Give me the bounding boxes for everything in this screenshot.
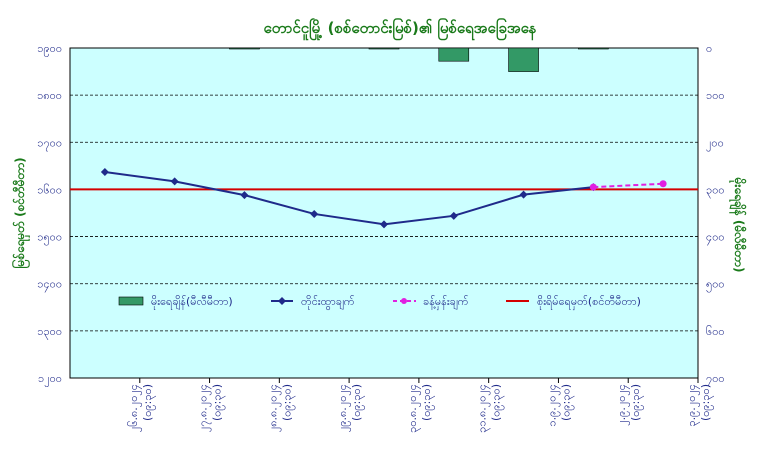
right-tick-label: ၂၀၀ [706,136,724,151]
measured-point [170,177,179,186]
x-tick-time: (၀၉:၃၀) [141,384,156,421]
left-tick-label: ၁၆၀၀ [37,183,62,196]
x-tick-date: ၂၆.၈.၂၀၂၄ [127,384,142,432]
left-tick-label: ၁၇၀၀ [37,136,62,151]
x-tick-date: ၂.၉.၂၀၂၄ [615,384,630,426]
x-tick-label: ၂.၉.၂၀၂၄ (၀၉:၃၀) [615,384,644,426]
x-tick-date: ၃၀.၈.၂၀၂၄ [406,384,421,433]
x-tick-date: ၂၉.၈.၂၀၂၄ [336,384,351,432]
measured-point [449,211,458,220]
right-tick-label: ၀ [706,42,712,55]
x-tick-time: (၀၉:၃၀) [490,384,505,421]
x-tick-label: ၃.၉.၂၀၂၄ (၀၉:၃၀) [685,384,714,427]
left-tick-label: ၁၄၀၀ [37,278,62,293]
x-tick-label: ၂၇.၈.၂၀၂၄ (၀၉:၃၀) [197,384,226,432]
x-tick-label: ၂၆.၈.၂၀၂၄ (၀၉:၃၀) [127,384,156,432]
right-tick-label: ၄၀၀ [706,231,725,246]
x-tick-label: ၃၀.၈.၂၀၂၄ (၀၉:၃၀) [406,384,435,433]
x-tick-date: ၁.၉.၂၀၂၄ [545,384,560,427]
forecast-series-line [593,182,664,189]
x-tick-time: (၀၉:၃၀) [699,384,714,421]
right-tick-label: ၇၀၀ [706,372,725,387]
measured-series-line [104,170,594,226]
right-tick-label: ၅၀၀ [706,278,725,293]
left-tick-label: ၁၉၀၀ [37,42,62,57]
legend-label-warning: စိုးရိမ်ရေမှတ်(စင်တီမီတာ) [537,295,641,310]
left-tick-label: ၁၃၀၀ [37,325,62,340]
forecast-point [589,183,597,191]
right-tick-label: ၃၀၀ [706,183,725,198]
legend-swatch-rainfall [118,296,144,306]
rainfall-bar [578,47,609,50]
measured-line [100,167,598,229]
measured-point [310,209,319,218]
plot-area [69,47,699,379]
rainfall-bars [229,47,609,72]
legend-label-forecast: ခန့်မှန်းချက် [423,295,469,310]
legend-marker-forecast [401,298,407,304]
x-tick-date: ၂၇.၈.၂၀၂၄ [197,384,212,432]
x-axis-ticks: ၂၆.၈.၂၀၂၄ (၀၉:၃၀) ၂၇.၈.၂၀၂၄ (၀၉:၃၀) ၂၈.၈.၂၀၂… [127,378,714,433]
x-tick-label: ၂၉.၈.၂၀၂၄ (၀၉:၃၀) [336,384,365,432]
left-axis-label: မြစ်ရေမှတ် (စင်တီမီတာ) [10,157,31,268]
right-tick-label: ၆၀၀ [706,325,725,338]
left-tick-label: ၁၈၀၀ [37,89,62,102]
measured-point [519,190,528,199]
x-tick-time: (၀၉:၃၀) [420,384,435,421]
x-tick-label: ၂၈.၈.၂၀၂၄ (၀၉:၃၀) [266,384,295,432]
legend-label-rainfall: မိုးရေချိန်(မီလီမီတာ) [151,295,233,310]
x-tick-date: ၃.၉.၂၀၂၄ [685,384,700,427]
right-tick-label: ၁၀၀ [706,89,725,102]
rainfall-bar [438,47,470,62]
rainfall-bar [229,47,260,50]
measured-point [380,220,388,229]
x-tick-time: (၀၉:၃၀) [211,384,226,421]
x-tick-label: ၃၁.၈.၂၀၂၄ (၀၉:၃၀) [476,384,505,433]
x-tick-date: ၂၈.၈.၂၀၂၄ [266,384,281,432]
legend-label-measured: တိုင်းထွာချက် [301,295,355,310]
rainfall-bar [508,47,539,72]
forecast-line [589,180,667,191]
chart-title: တောင်ငူမြို့ (စစ်တောင်းမြစ်)၏ မြစ်ရေအခြေ… [263,17,536,41]
x-tick-time: (၀၉:၃၀) [629,384,644,421]
forecast-point [659,180,667,188]
measured-point [240,191,249,200]
x-tick-time: (၀၉:၃၀) [350,384,365,421]
legend: မိုးရေချိန်(မီလီမီတာ) တိုင်းထွာချက် ခန့်… [118,295,641,310]
measured-point [100,167,109,176]
x-tick-date: ၃၁.၈.၂၀၂၄ [476,384,491,433]
left-tick-label: ၁၂၀၀ [38,372,62,387]
x-tick-time: (၀၉:၃၀) [559,384,574,421]
right-axis-label: မိုးရေချိန် (မီလီမီတာ) [728,177,748,273]
legend-marker-measured [278,297,286,305]
rainfall-bar [368,47,400,50]
x-tick-time: (၀၉:၃၀) [280,384,295,421]
x-tick-label: ၁.၉.၂၀၂၄ (၀၉:၃၀) [545,384,574,427]
left-tick-label: ၁၅၀၀ [37,231,62,246]
